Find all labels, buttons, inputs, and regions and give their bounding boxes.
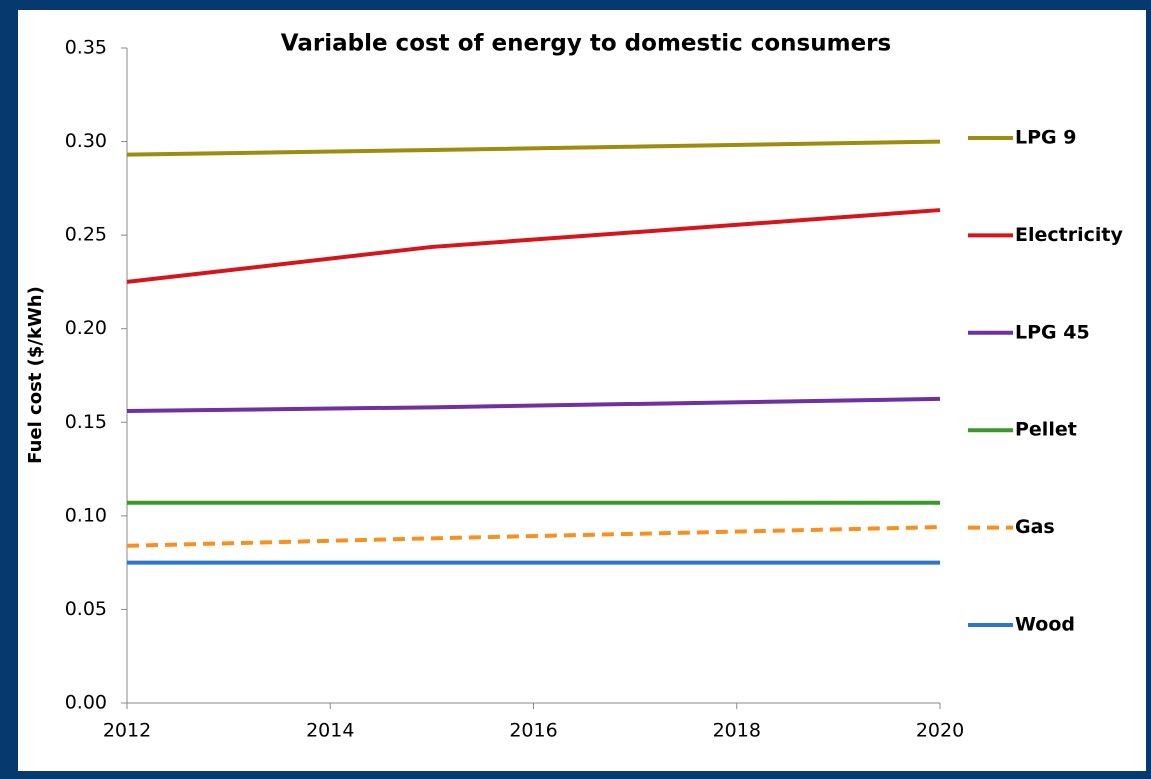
y-tick-label: 0.05 <box>65 598 107 620</box>
series-line <box>126 139 941 157</box>
x-tick-label: 2020 <box>916 720 964 742</box>
series-line <box>126 525 941 548</box>
legend-label: Gas <box>1015 516 1055 538</box>
y-tick-label: 0.30 <box>65 130 107 152</box>
x-tick-label: 2018 <box>713 720 761 742</box>
series-line <box>126 396 941 414</box>
legend-label: LPG 9 <box>1015 127 1076 149</box>
y-tick-label: 0.00 <box>65 692 107 714</box>
y-tick-label: 0.20 <box>65 317 107 339</box>
chart-title: Variable cost of energy to domestic cons… <box>281 31 891 57</box>
y-tick-label: 0.10 <box>65 504 107 526</box>
frame <box>18 10 1146 771</box>
legend-label: Electricity <box>1015 224 1123 246</box>
y-tick-label: 0.25 <box>65 224 107 246</box>
y-axis-title: Fuel cost ($/kWh) <box>25 286 46 464</box>
x-tick-label: 2016 <box>509 720 557 742</box>
legend-label: Wood <box>1015 614 1075 636</box>
legend-label: Pellet <box>1015 419 1077 441</box>
series-line <box>126 208 941 284</box>
y-tick-label: 0.15 <box>65 411 107 433</box>
x-tick-label: 2014 <box>306 720 354 742</box>
y-tick-label: 0.35 <box>65 37 107 59</box>
x-tick-label: 2012 <box>103 720 151 742</box>
legend-label: LPG 45 <box>1015 321 1090 343</box>
